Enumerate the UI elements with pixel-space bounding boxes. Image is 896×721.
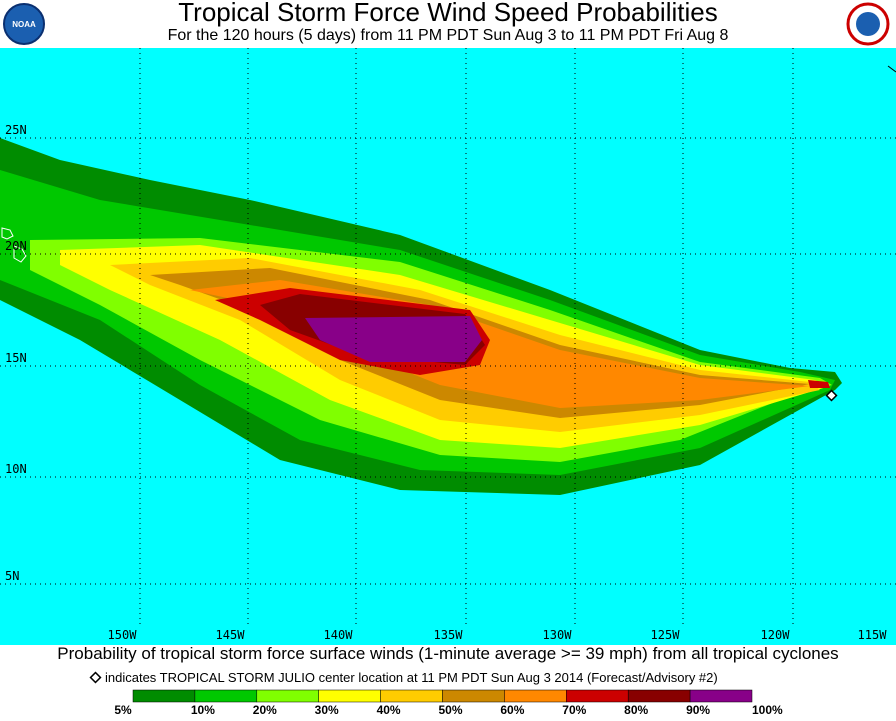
lon-label: 150W: [108, 628, 138, 642]
legend-label: 40%: [377, 703, 401, 716]
legend-swatch: [504, 689, 567, 703]
legend-label: 5%: [114, 703, 132, 716]
legend-swatch: [132, 689, 196, 703]
nws-logo-inner: [856, 12, 880, 36]
map-edge-mark: [887, 65, 896, 73]
noaa-logo-text: NOAA: [12, 20, 36, 29]
header: NOAA Tropical Storm Force Wind Speed Pro…: [3, 0, 890, 46]
prob-70-tip: [808, 380, 830, 388]
legend-label: 20%: [253, 703, 277, 716]
legend-swatch: [689, 689, 753, 703]
lon-label: 125W: [651, 628, 681, 642]
legend-swatch: [442, 689, 505, 703]
legend-label: 90%: [686, 703, 710, 716]
lon-label: 130W: [543, 628, 573, 642]
subtitle: For the 120 hours (5 days) from 11 PM PD…: [168, 27, 729, 44]
lat-label: 20N: [5, 239, 27, 253]
lon-label: 145W: [216, 628, 246, 642]
lon-label: 135W: [434, 628, 464, 642]
footer: Probability of tropical storm force surf…: [57, 644, 838, 685]
legend-label: 30%: [315, 703, 339, 716]
lat-label: 10N: [5, 462, 27, 476]
legend-label: 60%: [500, 703, 524, 716]
hawaii: [1, 227, 27, 263]
legend-label: 70%: [562, 703, 586, 716]
note: indicates TROPICAL STORM JULIO center lo…: [105, 670, 718, 685]
noaa-logo: [3, 3, 45, 45]
lon-label: 120W: [761, 628, 791, 642]
map: 25N 20N 15N 10N 5N 150W 145W 140W 135W 130W 125W 12…: [0, 48, 896, 645]
legend-swatch: [318, 689, 381, 703]
lat-label: 5N: [5, 569, 19, 583]
legend-swatch: [566, 689, 629, 703]
caption: Probability of tropical storm force surf…: [57, 644, 838, 663]
legend-label: 50%: [438, 703, 462, 716]
legend-swatch: [627, 689, 691, 703]
title: Tropical Storm Force Wind Speed Probabil…: [178, 0, 717, 27]
note-marker: [89, 671, 102, 684]
legend-label: 10%: [191, 703, 215, 716]
lon-label: 140W: [324, 628, 354, 642]
legend-label: 100%: [752, 703, 783, 716]
lon-label: 115W: [858, 628, 888, 642]
legend-label: 80%: [624, 703, 648, 716]
lat-label: 15N: [5, 351, 27, 365]
legend: 5% 10% 20% 30% 40% 50% 60% 70% 80% 90% 100%: [114, 689, 783, 717]
lat-label: 25N: [5, 123, 27, 137]
legend-swatch: [256, 689, 319, 703]
legend-swatch: [380, 689, 443, 703]
storm-center: [825, 389, 838, 402]
prob-90: [305, 316, 482, 362]
legend-swatch: [194, 689, 258, 703]
